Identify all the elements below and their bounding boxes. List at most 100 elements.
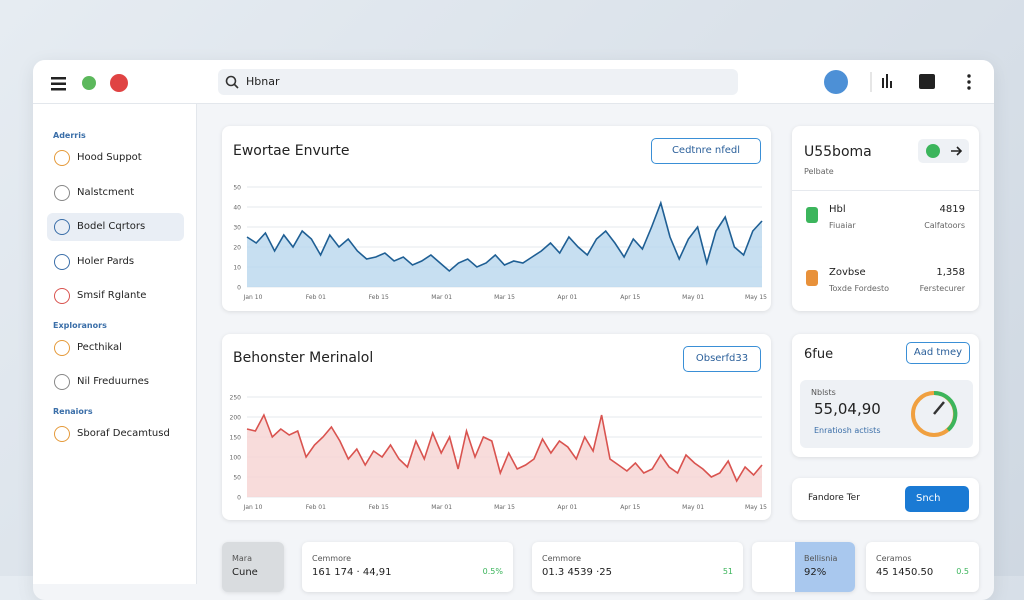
nav-item[interactable]: Bodel Cqrtors xyxy=(47,213,184,241)
x-tick-label: Mar 15 xyxy=(494,504,515,511)
metric-value: 161 174 · 44,91 xyxy=(312,567,392,578)
metric-value: 92% xyxy=(804,567,827,578)
x-tick-label: May 15 xyxy=(745,504,767,511)
nav-item[interactable]: Smsif Rglante xyxy=(47,282,184,310)
y-tick-label: 30 xyxy=(233,225,241,232)
nav-label: Hood Suppot xyxy=(77,152,142,163)
metric-badge: 51 xyxy=(722,567,733,576)
section-title: Aderris xyxy=(53,131,86,140)
x-tick-label: Mar 01 xyxy=(431,504,452,511)
x-tick-label: May 01 xyxy=(682,504,704,511)
card-title: U55boma xyxy=(804,144,872,160)
row-icon xyxy=(806,207,818,223)
y-tick-label: 10 xyxy=(233,265,241,272)
search-card: Fandore Ter Snch xyxy=(792,478,979,520)
line-chart: 0 50 100 150 200 250 Jan 10 Feb 01 Feb 15 Mar 01 M… xyxy=(230,395,768,512)
line-series xyxy=(246,200,763,273)
card-subtitle: Pelbate xyxy=(804,167,834,176)
nav-label: Nil Freduurnes xyxy=(77,376,149,387)
metric-title: Mara xyxy=(232,554,252,563)
card-title: Ewortae Envurte xyxy=(233,143,350,159)
y-tick-label: 20 xyxy=(233,245,241,252)
nav-label: Holer Pards xyxy=(77,255,135,267)
y-tick-label: 100 xyxy=(230,455,242,462)
row-value: 4819 xyxy=(939,204,965,215)
card-button[interactable]: Aad tmey xyxy=(906,342,970,364)
nav-label: Nalstcment xyxy=(77,186,135,198)
row-sub: Fiuaiar xyxy=(829,221,856,230)
line-series xyxy=(246,413,763,483)
line-area xyxy=(247,203,762,287)
stat-note: Enratiosh actists xyxy=(814,426,881,435)
gauge xyxy=(911,390,958,437)
nav-item[interactable]: Hood Suppot xyxy=(47,144,184,172)
metric-title: Bellisnia xyxy=(804,554,838,563)
nav-item[interactable]: Nil Freduurnes xyxy=(47,368,184,396)
nav-item[interactable]: Holer Pards xyxy=(47,248,184,276)
y-tick-label: 50 xyxy=(233,185,241,192)
metric-card: Cemmore 01.3 4539 ·25 51 xyxy=(532,542,743,592)
card-button[interactable]: Obserfd33 xyxy=(683,346,761,372)
metric-value: 45 1450.50 xyxy=(876,567,934,578)
top-actions xyxy=(824,70,971,94)
search-button[interactable]: Snch xyxy=(905,486,969,512)
summary-card: U55boma Pelbate Hbl Fiuaiar 4819 Calfatoors… xyxy=(792,126,979,311)
input-text[interactable]: Fandore Ter xyxy=(808,493,860,503)
x-tick-label: Jan 10 xyxy=(243,294,263,301)
chart-card: Behonster Merinalol Obserfd33 0 50 100 150 2… xyxy=(222,334,771,520)
nav-label: Bodel Cqrtors xyxy=(77,221,146,232)
y-tick-label: 200 xyxy=(230,415,242,422)
x-tick-label: May 01 xyxy=(682,294,704,301)
stat-card: 6fue Aad tmey Nblsts 55,04,90 Enratiosh … xyxy=(792,334,979,457)
metric-card: Ceramos 45 1450.50 0.5 xyxy=(866,542,979,592)
stat-box: Nblsts 55,04,90 Enratiosh actists xyxy=(800,380,973,448)
metric-value: Cune xyxy=(232,567,258,578)
x-tick-label: Apr 01 xyxy=(557,294,577,301)
row-name: Zovbse xyxy=(829,267,866,278)
card-title: 6fue xyxy=(804,347,834,362)
x-tick-label: Feb 01 xyxy=(306,294,326,301)
x-tick-label: Feb 15 xyxy=(369,294,389,301)
search-text: Hbnar xyxy=(246,75,280,88)
metric-value: 01.3 4539 ·25 xyxy=(542,567,612,578)
metric-card: Mara Cune xyxy=(222,542,284,592)
metric-badge: 0.5 xyxy=(956,567,969,576)
nav-item[interactable]: Sboraf Decamtusd xyxy=(47,420,184,448)
metric-title: Ceramos xyxy=(876,554,912,563)
x-tick-label: May 15 xyxy=(745,294,767,301)
section-title: Renaiors xyxy=(53,406,93,416)
x-tick-label: Apr 01 xyxy=(557,504,577,511)
nav-item[interactable]: Nalstcment xyxy=(47,179,184,207)
row-value: 1,358 xyxy=(936,267,965,278)
y-tick-label: 40 xyxy=(233,205,241,212)
stat-value: 55,04,90 xyxy=(814,400,881,418)
x-tick-label: Mar 01 xyxy=(431,294,452,301)
nav-label: Sboraf Decamtusd xyxy=(77,427,170,439)
nav-item[interactable]: Pecthikal xyxy=(47,334,184,362)
section-title: Exploranors xyxy=(53,320,107,330)
x-tick-label: Feb 01 xyxy=(306,504,326,511)
row-note: Calfatoors xyxy=(924,221,965,230)
y-tick-label: 250 xyxy=(230,395,242,402)
metric-card: Bellisnia 92% xyxy=(752,542,855,592)
metric-title: Cemmore xyxy=(542,554,582,563)
row-sub: Toxde Fordesto xyxy=(829,284,890,293)
search-box[interactable]: Hbnar xyxy=(218,69,738,95)
card-action[interactable] xyxy=(918,139,969,163)
row-note: Ferstecurer xyxy=(919,284,965,293)
y-tick-label: 0 xyxy=(237,495,241,502)
search-icon xyxy=(225,75,239,89)
x-tick-label: Apr 15 xyxy=(620,504,640,511)
row-icon xyxy=(806,270,818,286)
card-button[interactable]: Cedtnre nfedl xyxy=(651,138,761,164)
card-title: Behonster Merinalol xyxy=(233,350,374,366)
y-tick-label: 150 xyxy=(230,435,242,442)
line-area xyxy=(247,415,762,497)
row-name: Hbl xyxy=(829,204,846,215)
x-tick-label: Jan 10 xyxy=(243,504,263,511)
top-bar: Hbnar xyxy=(33,60,994,104)
x-tick-label: Mar 15 xyxy=(494,294,515,301)
metric-badge: 0.5% xyxy=(482,567,503,576)
top-icons xyxy=(51,74,128,92)
